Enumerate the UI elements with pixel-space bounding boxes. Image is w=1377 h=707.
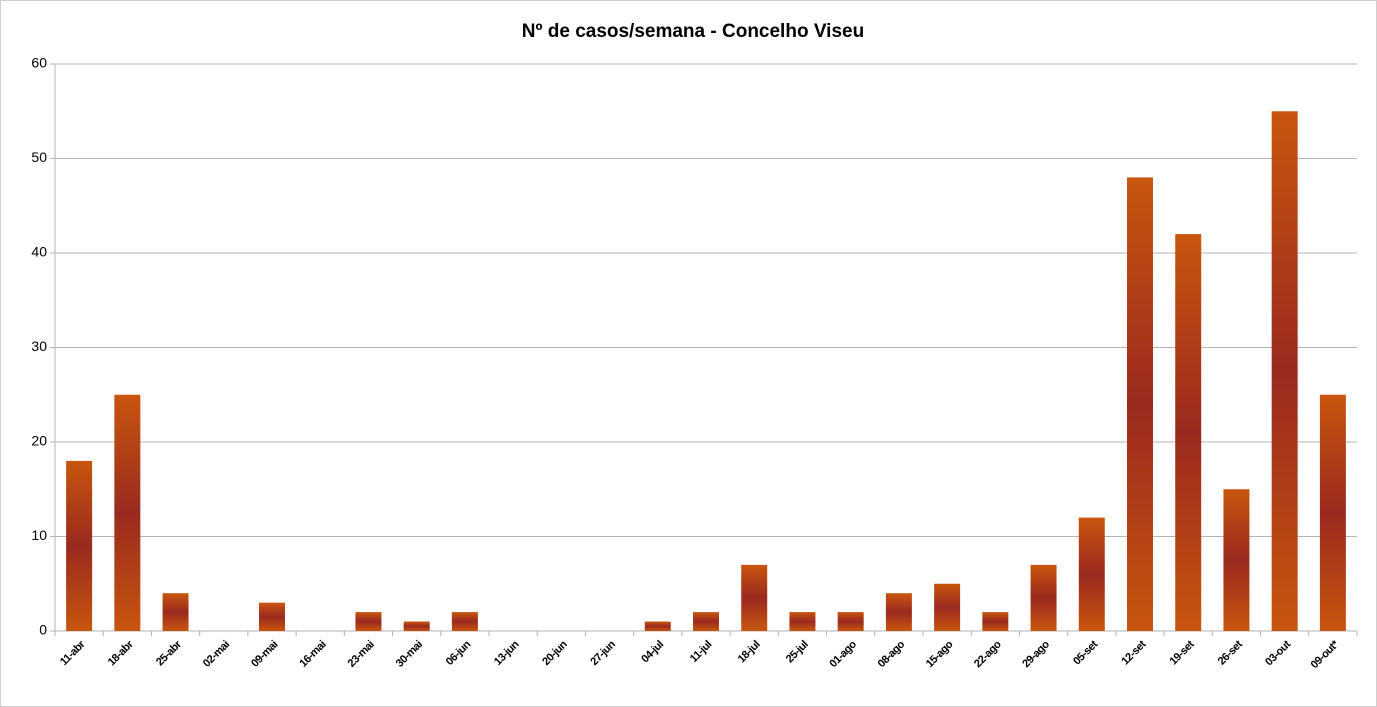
x-tick-label: 23-mai [346, 638, 377, 669]
y-tick-label: 20 [31, 433, 47, 449]
x-tick-label: 26-set [1216, 638, 1245, 667]
bar [1078, 517, 1105, 631]
bar [982, 612, 1009, 631]
x-tick-label: 08-ago [876, 638, 908, 670]
y-tick-label: 30 [31, 338, 47, 354]
x-tick-label: 11-jul [688, 638, 715, 665]
x-tick-label: 19-set [1168, 638, 1197, 667]
x-tick-label: 13-jun [492, 638, 522, 668]
bar [789, 612, 816, 631]
bar [934, 583, 961, 631]
x-tick-label: 29-ago [1020, 638, 1052, 670]
bar [1271, 111, 1298, 631]
x-tick-label: 22-ago [972, 638, 1004, 670]
bar [451, 612, 478, 631]
bar [259, 602, 285, 631]
bar [644, 621, 671, 631]
x-tick-label: 04-jul [639, 638, 666, 665]
x-tick-label: 06-jun [444, 638, 474, 668]
bar [66, 460, 93, 631]
bar [114, 394, 141, 631]
y-tick-label: 0 [39, 622, 47, 638]
bar [1127, 177, 1153, 631]
x-tick-label: 15-ago [924, 638, 956, 670]
bar [162, 593, 189, 631]
y-tick-label: 10 [31, 527, 47, 543]
x-tick-label: 18-abr [106, 638, 137, 669]
y-tick-label: 40 [31, 244, 47, 260]
x-tick-label: 03-out [1263, 638, 1293, 668]
bar [1319, 394, 1346, 631]
x-tick-label: 30-mai [394, 638, 425, 669]
y-tick-label: 60 [31, 55, 47, 71]
x-tick-label: 05-set [1071, 638, 1100, 667]
x-tick-label: 18-jul [736, 638, 763, 665]
x-tick-label: 27-jun [588, 638, 618, 668]
bar [837, 612, 864, 631]
x-tick-label: 11-abr [58, 638, 88, 668]
x-tick-label: 09-mai [249, 638, 280, 669]
x-tick-label: 25-jul [784, 638, 811, 665]
x-tick-label: 09-out* [1309, 638, 1342, 671]
x-tick-label: 12-set [1119, 638, 1148, 667]
x-tick-label: 01-ago [827, 638, 859, 670]
bar [885, 593, 912, 631]
y-tick-label: 50 [31, 149, 47, 165]
bar [403, 621, 430, 631]
bar [355, 612, 382, 631]
bar [1030, 564, 1057, 631]
bar [693, 612, 719, 631]
bar [1223, 489, 1250, 631]
bar [741, 564, 768, 631]
x-tick-label: 25-abr [154, 638, 185, 669]
bar [1175, 234, 1202, 631]
x-tick-label: 02-mai [201, 638, 232, 669]
x-tick-label: 20-jun [540, 638, 570, 668]
x-tick-label: 16-mai [297, 638, 328, 669]
chart-title: Nº de casos/semana - Concelho Viseu [522, 21, 864, 42]
